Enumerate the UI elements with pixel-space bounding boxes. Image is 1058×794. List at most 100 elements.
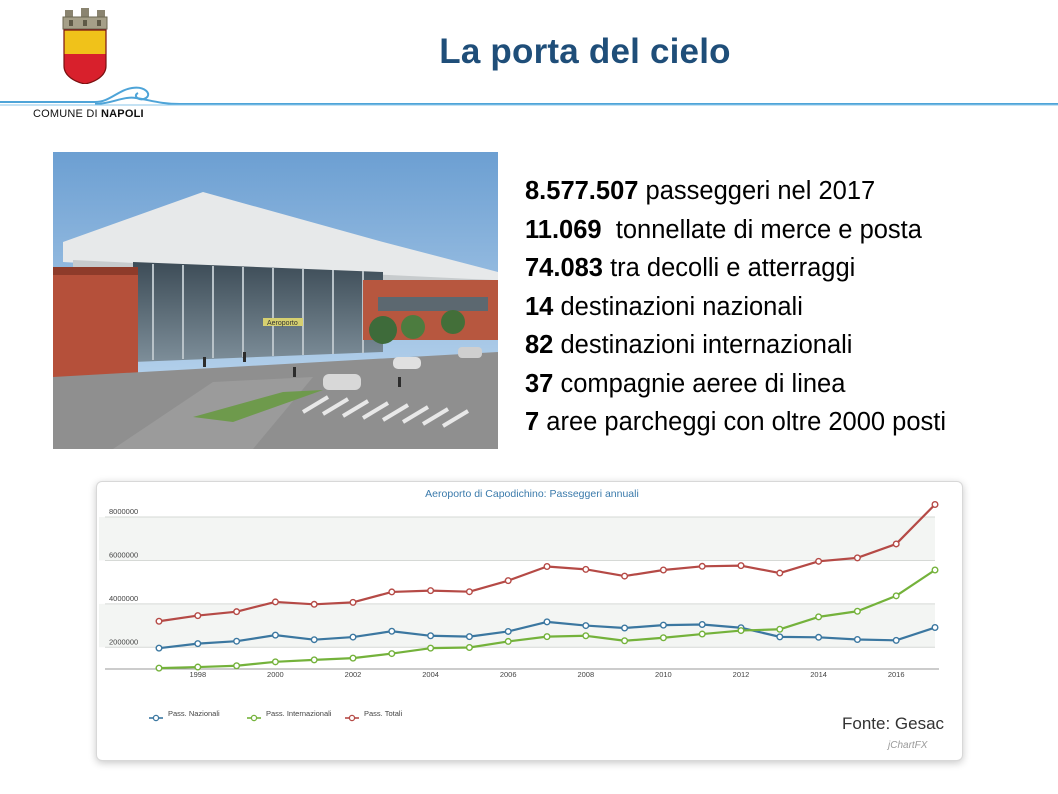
y-tick-label: 6000000 bbox=[109, 550, 138, 559]
legend-label: Pass. Nazionali bbox=[168, 709, 220, 718]
data-point bbox=[233, 662, 241, 670]
legend-item: Pass. Internazionali bbox=[247, 709, 332, 722]
data-point bbox=[349, 598, 357, 606]
data-point bbox=[892, 636, 900, 644]
data-point bbox=[504, 627, 512, 635]
legend-label: Pass. Totali bbox=[364, 709, 403, 718]
stat-item: 7 aree parcheggi con oltre 2000 posti bbox=[525, 403, 946, 442]
stat-item: 37 compagnie aeree di linea bbox=[525, 365, 946, 404]
data-point bbox=[233, 608, 241, 616]
legend-label: Pass. Internazionali bbox=[266, 709, 332, 718]
data-point bbox=[504, 577, 512, 585]
legend-swatch-marker bbox=[250, 714, 258, 722]
y-tick-label: 2000000 bbox=[109, 637, 138, 646]
x-tick-label: 2004 bbox=[422, 670, 439, 679]
data-point bbox=[737, 562, 745, 570]
x-tick-label: 2014 bbox=[810, 670, 827, 679]
data-point bbox=[698, 630, 706, 638]
legend-item: Pass. Totali bbox=[345, 709, 403, 722]
x-tick-label: 2000 bbox=[267, 670, 284, 679]
stat-value: 14 bbox=[525, 292, 554, 321]
stat-value: 11.069 bbox=[525, 215, 602, 244]
x-tick-label: 2008 bbox=[577, 670, 594, 679]
brand-prefix: COMUNE DI bbox=[33, 108, 98, 120]
legend-swatch-marker bbox=[152, 714, 160, 722]
data-point bbox=[427, 632, 435, 640]
data-point bbox=[543, 563, 551, 571]
x-tick-label: 1998 bbox=[189, 670, 206, 679]
stat-item: 74.083 tra decolli e atterraggi bbox=[525, 249, 946, 288]
stat-text: tonnellate di merce e posta bbox=[601, 215, 922, 244]
data-point bbox=[543, 633, 551, 641]
data-point bbox=[853, 635, 861, 643]
data-point bbox=[388, 650, 396, 658]
stat-value: 82 bbox=[525, 331, 554, 359]
data-point bbox=[543, 618, 551, 626]
data-point bbox=[776, 625, 784, 633]
data-point bbox=[310, 656, 318, 664]
data-point bbox=[815, 613, 823, 621]
x-tick-label: 2006 bbox=[500, 670, 517, 679]
x-tick-label: 2012 bbox=[733, 670, 750, 679]
y-tick-label: 4000000 bbox=[109, 594, 138, 603]
stat-text: passeggeri nel 2017 bbox=[638, 177, 876, 205]
data-point bbox=[659, 566, 667, 574]
data-point bbox=[698, 562, 706, 570]
data-point bbox=[621, 572, 629, 580]
stat-item: 8.577.507 passeggeri nel 2017 bbox=[525, 172, 946, 211]
data-point bbox=[155, 664, 163, 672]
data-point bbox=[155, 644, 163, 652]
stat-item: 14 destinazioni nazionali bbox=[525, 288, 946, 327]
data-point bbox=[853, 607, 861, 615]
data-point bbox=[659, 621, 667, 629]
stat-item: 11.069 tonnellate di merce e posta bbox=[525, 211, 946, 250]
header-wave-divider bbox=[0, 86, 1058, 106]
chart-credit: jChartFX bbox=[888, 740, 928, 751]
airport-terminal-photo: Aeroporto bbox=[53, 152, 498, 449]
data-point bbox=[349, 633, 357, 641]
stat-value: 8.577.507 bbox=[525, 177, 639, 205]
stat-value: 74.083 bbox=[525, 254, 603, 282]
airport-stats-list: 8.577.507 passeggeri nel 2017 11.069 ton… bbox=[525, 172, 946, 442]
data-point bbox=[931, 500, 939, 508]
x-tick-label: 2002 bbox=[345, 670, 362, 679]
data-point bbox=[465, 644, 473, 652]
stat-item: 82 destinazioni internazionali bbox=[525, 326, 946, 365]
data-point bbox=[621, 624, 629, 632]
data-point bbox=[659, 634, 667, 642]
data-point bbox=[504, 637, 512, 645]
data-point bbox=[931, 624, 939, 632]
photo-signage: Aeroporto bbox=[267, 320, 298, 327]
data-point bbox=[310, 636, 318, 644]
grid-band bbox=[99, 517, 935, 561]
data-point bbox=[931, 566, 939, 574]
data-point bbox=[233, 637, 241, 645]
stat-text: aree parcheggi con oltre 2000 posti bbox=[539, 408, 947, 436]
y-tick-label: 8000000 bbox=[109, 507, 138, 516]
brand-text: COMUNE DI NAPOLI bbox=[33, 108, 144, 120]
source-note: Fonte: Gesac bbox=[842, 714, 945, 733]
data-point bbox=[427, 644, 435, 652]
data-point bbox=[194, 612, 202, 620]
legend-swatch-marker bbox=[348, 714, 356, 722]
page-title: La porta del cielo bbox=[439, 32, 731, 71]
data-point bbox=[776, 569, 784, 577]
data-point bbox=[465, 633, 473, 641]
data-point bbox=[737, 627, 745, 635]
data-point bbox=[698, 620, 706, 628]
data-point bbox=[621, 637, 629, 645]
stat-text: compagnie aeree di linea bbox=[553, 369, 846, 398]
data-point bbox=[582, 565, 590, 573]
data-point bbox=[582, 632, 590, 640]
passenger-chart-card: Aeroporto di Capodichino: Passeggeri ann… bbox=[96, 481, 963, 761]
data-point bbox=[427, 587, 435, 595]
stat-text: destinazioni internazionali bbox=[553, 331, 853, 359]
napoli-coat-of-arms-logo bbox=[62, 8, 108, 84]
data-point bbox=[815, 557, 823, 565]
data-point bbox=[465, 588, 473, 596]
stat-text: tra decolli e atterraggi bbox=[603, 254, 856, 282]
x-tick-label: 2010 bbox=[655, 670, 672, 679]
data-point bbox=[271, 631, 279, 639]
data-point bbox=[271, 658, 279, 666]
data-point bbox=[582, 622, 590, 630]
